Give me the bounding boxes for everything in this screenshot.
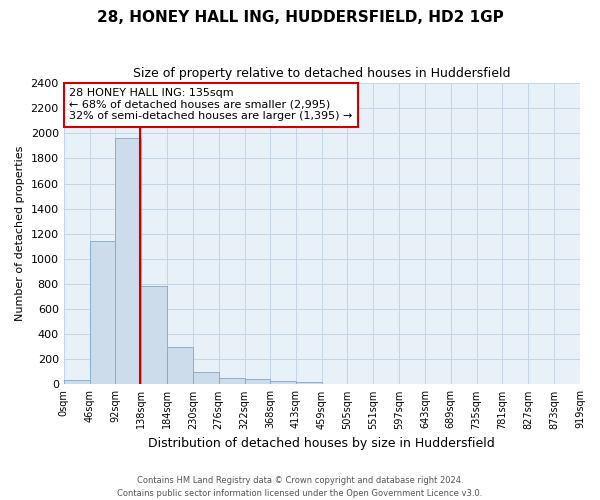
Bar (245, 380, 271, 384)
Bar (271, 382, 296, 384)
Y-axis label: Number of detached properties: Number of detached properties (15, 146, 25, 322)
Bar (219, 378, 245, 384)
Bar (64, 380, 89, 384)
Text: 28, HONEY HALL ING, HUDDERSFIELD, HD2 1GP: 28, HONEY HALL ING, HUDDERSFIELD, HD2 1G… (97, 10, 503, 25)
Bar (89, 242, 115, 384)
Text: 28 HONEY HALL ING: 135sqm
← 68% of detached houses are smaller (2,995)
32% of se: 28 HONEY HALL ING: 135sqm ← 68% of detac… (69, 88, 353, 122)
Bar (167, 347, 193, 385)
Bar (115, 138, 141, 384)
X-axis label: Distribution of detached houses by size in Huddersfield: Distribution of detached houses by size … (148, 437, 495, 450)
Bar (296, 382, 322, 384)
Text: Contains HM Land Registry data © Crown copyright and database right 2024.
Contai: Contains HM Land Registry data © Crown c… (118, 476, 482, 498)
Bar (193, 372, 219, 384)
Title: Size of property relative to detached houses in Huddersfield: Size of property relative to detached ho… (133, 68, 511, 80)
Bar (141, 286, 167, 384)
